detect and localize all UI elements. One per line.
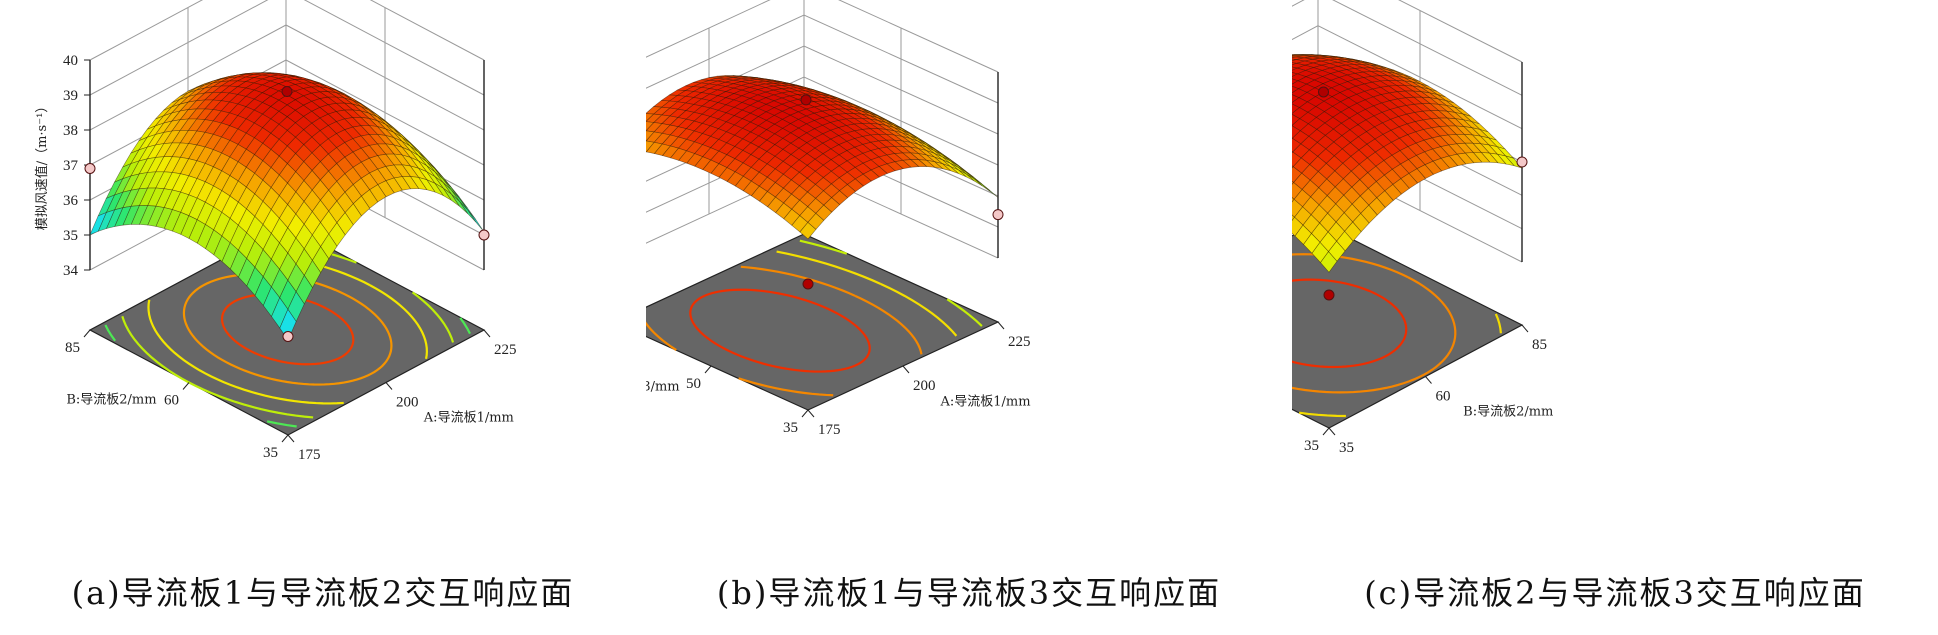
x-tick-label: 200 <box>913 378 936 394</box>
wall-gridline <box>1292 0 1523 96</box>
z-tick-label: 39 <box>63 88 78 104</box>
x-tick-mark <box>1521 324 1529 333</box>
design-point <box>992 209 1004 221</box>
x-tick-label: 175 <box>818 422 841 438</box>
z-tick-label: 34 <box>63 263 79 279</box>
z-tick-label: 38 <box>63 123 78 139</box>
contour-line <box>799 239 848 255</box>
contour-line <box>147 299 344 405</box>
surface-plot-b-canvas: 34353637383940模拟风速值/（m·s⁻¹）175200225A:导流… <box>646 0 1031 438</box>
design-point <box>1516 156 1528 168</box>
design-point <box>478 229 490 241</box>
design-point <box>281 86 293 97</box>
contour-line <box>880 282 958 337</box>
x-axis-label: A:导流板1/mm <box>940 395 1031 410</box>
contour-line <box>411 291 455 343</box>
wall-gridline <box>646 0 999 73</box>
y-tick-label: 35 <box>783 420 798 436</box>
design-point <box>282 331 294 342</box>
x-tick-mark <box>1328 427 1336 436</box>
x-tick-mark <box>902 365 910 374</box>
y-tick-mark <box>1322 427 1330 436</box>
design-point <box>1318 86 1329 98</box>
surface-facet <box>1320 251 1338 273</box>
x-tick-mark <box>385 382 393 390</box>
design-point <box>1323 289 1335 301</box>
y-tick-label: 35 <box>1304 438 1319 454</box>
contour-line <box>738 377 834 397</box>
y-tick-label: 60 <box>164 393 179 409</box>
y-tick-mark <box>704 365 712 374</box>
x-tick-label: 60 <box>1436 389 1451 405</box>
contour-line <box>776 250 882 285</box>
x-tick-mark <box>807 409 815 418</box>
contour-line <box>1292 276 1457 394</box>
z-tick-label: 36 <box>63 193 79 209</box>
y-tick-mark <box>281 434 289 443</box>
y-tick-mark <box>182 382 190 390</box>
x-tick-mark <box>997 321 1005 330</box>
x-tick-mark <box>1425 376 1432 384</box>
contour-line <box>740 265 856 297</box>
design-point <box>802 278 814 290</box>
response-surface <box>646 75 999 240</box>
caption-c: (c)导流板2与导流板3交互响应面 <box>1364 574 1866 612</box>
y-tick-label: 85 <box>65 340 80 356</box>
contour-line <box>646 321 677 352</box>
contour-line <box>1494 313 1502 334</box>
z-tick-label: 40 <box>63 53 78 69</box>
surface-plot-c: 34353637383940模拟风速值/（m·s⁻¹）356085B:导流板2/… <box>1292 0 1938 635</box>
surface-plot-a-canvas: 34 35 36 37 38 39 40 模拟风速值/（m·s⁻¹） 175 200 225 A:导流… <box>34 0 517 463</box>
design-point <box>800 94 812 106</box>
design-point <box>84 163 96 174</box>
response-surface <box>89 72 485 341</box>
contour-line <box>1299 411 1346 418</box>
y-tick-mark <box>801 409 809 418</box>
wall-gridline <box>89 0 485 96</box>
surface-plot-c-canvas: 34353637383940模拟风速值/（m·s⁻¹）356085B:导流板2/… <box>1292 0 1553 456</box>
surface-plot-a: 34 35 36 37 38 39 40 模拟风速值/（m·s⁻¹） 175 200 225 A:导流… <box>0 0 646 635</box>
x-tick-label: 175 <box>298 447 321 463</box>
caption-b: (b)导流板1与导流板3交互响应面 <box>716 574 1222 612</box>
contour-line <box>1292 278 1408 369</box>
contour-line <box>459 317 471 335</box>
floor-contours <box>646 239 983 397</box>
contour-line <box>104 324 117 342</box>
x-tick-label: 225 <box>1008 334 1031 350</box>
contour-line <box>946 298 983 327</box>
caption-a: (a)导流板1与导流板2交互响应面 <box>71 574 575 612</box>
x-tick-label: 85 <box>1532 337 1547 353</box>
z-tick-label: 37 <box>63 158 79 174</box>
surface-facet <box>279 308 297 341</box>
x-tick-label: 35 <box>1339 440 1354 456</box>
wall-gridline <box>89 0 485 61</box>
contour-line <box>689 288 871 373</box>
response-surface <box>1292 54 1523 273</box>
y-tick-mark <box>83 329 91 338</box>
x-tick-label: 225 <box>494 342 517 358</box>
surface-facet <box>1292 214 1295 222</box>
x-tick-mark <box>287 434 295 443</box>
y-axis-label: B:导流板2/mm <box>66 392 156 407</box>
surface-facet <box>799 221 817 240</box>
x-axis-label: B:导流板2/mm <box>1463 404 1553 419</box>
surface-plot-b: 34353637383940模拟风速值/（m·s⁻¹）175200225A:导流… <box>646 0 1292 635</box>
contour-line <box>369 284 428 360</box>
x-tick-label: 200 <box>396 395 419 411</box>
surface-facet <box>459 201 477 223</box>
contour-line <box>854 294 923 355</box>
wall-gridline <box>1398 0 1523 63</box>
y-tick-label: 50 <box>686 376 701 392</box>
y-tick-label: 35 <box>263 445 278 461</box>
z-axis-label: 模拟风速值/（m·s⁻¹） <box>34 100 50 231</box>
z-tick-label: 35 <box>63 228 78 244</box>
x-tick-mark <box>483 329 491 338</box>
contour-line <box>266 420 297 428</box>
y-axis-label: C:导流板3/mm <box>646 380 680 395</box>
x-axis-label: A:导流板1/mm <box>423 410 514 425</box>
